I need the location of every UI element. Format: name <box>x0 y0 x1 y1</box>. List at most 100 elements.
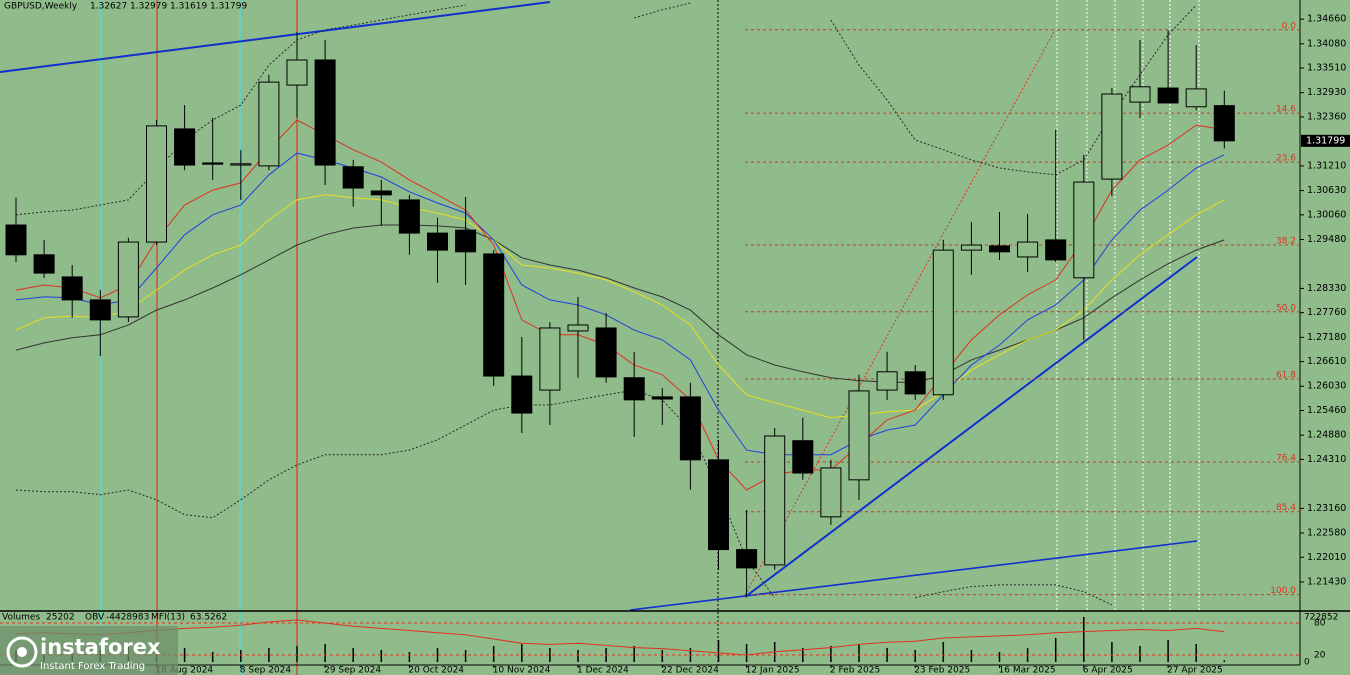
y-tick-label: 1.22580 <box>1307 528 1346 539</box>
mfi-level-label: 80 <box>1314 619 1326 629</box>
candle-body <box>342 166 364 189</box>
candle-body <box>1213 105 1235 142</box>
candle-body <box>595 327 617 378</box>
y-tick-label: 1.26610 <box>1307 356 1346 367</box>
y-tick-label: 1.33510 <box>1307 63 1346 74</box>
mfi-level-label: 20 <box>1314 651 1326 661</box>
candle-body <box>174 128 196 166</box>
watermark-icon <box>17 647 27 657</box>
candle-body <box>61 276 83 301</box>
y-tick-label: 1.32930 <box>1307 87 1346 98</box>
candle-body <box>651 396 673 400</box>
candle-body <box>539 327 561 391</box>
watermark: instaforex Instant Forex Trading <box>0 626 178 675</box>
y-tick-label: 1.25460 <box>1307 405 1346 416</box>
symbol-label: GBPUSD,Weekly <box>4 2 78 12</box>
x-tick-label: 16 Mar 2025 <box>999 666 1056 675</box>
candle-body <box>792 440 814 474</box>
candle-body <box>5 224 27 256</box>
candle-body <box>764 435 786 566</box>
volume-max-label: 722852 <box>1304 613 1338 623</box>
trend-line <box>744 256 1198 598</box>
candle-body <box>230 163 252 166</box>
watermark-tagline: Instant Forex Trading <box>40 661 145 672</box>
fib-label: 76.4 <box>1276 453 1296 463</box>
indicator-line <box>15 4 466 216</box>
trend-line <box>0 1 551 73</box>
fib-label: 61.8 <box>1276 371 1296 381</box>
candle-body <box>146 125 167 243</box>
trend-line <box>629 540 1198 611</box>
fib-label: 23.6 <box>1276 154 1296 164</box>
header-low: 1.31619 <box>170 2 207 12</box>
y-tick-label: 1.21430 <box>1307 576 1346 587</box>
y-tick-label: 1.24880 <box>1307 430 1346 441</box>
y-tick-label: 1.28330 <box>1307 283 1346 294</box>
fib-label: 85.4 <box>1276 503 1296 513</box>
fib-anchor-line <box>744 29 1056 596</box>
candle-body <box>427 232 448 251</box>
y-tick-label: 1.29480 <box>1307 234 1346 245</box>
x-tick-label: 22 Dec 2024 <box>661 666 719 675</box>
x-tick-label: 6 Apr 2025 <box>1083 666 1133 675</box>
indicator-line <box>915 584 1113 606</box>
y-tick-label: 1.27180 <box>1307 332 1346 343</box>
candle-body <box>89 299 111 321</box>
obv-label: OBV <box>85 613 105 623</box>
volume-value: 25202 <box>46 613 75 623</box>
candle-body <box>848 390 870 481</box>
y-tick-label: 1.30060 <box>1307 209 1346 220</box>
indicator-line <box>634 2 691 19</box>
fib-label: 38.2 <box>1276 237 1296 247</box>
y-tick-label: 1.26030 <box>1307 381 1346 392</box>
indicator-line <box>15 119 1225 491</box>
watermark-box <box>0 626 178 675</box>
fib-label: 50.0 <box>1276 303 1296 313</box>
x-tick-label: 18 Aug 2024 <box>156 666 214 675</box>
x-tick-label: 2 Feb 2025 <box>830 666 880 675</box>
candle-body <box>511 375 533 414</box>
mfi-line <box>15 619 1225 656</box>
candle-body <box>1017 241 1039 258</box>
candle-body <box>33 254 55 274</box>
candle-body <box>1045 239 1067 261</box>
obv-value: -4428983 <box>106 613 149 623</box>
candle-body <box>1101 93 1123 180</box>
price-box-label: 1.31799 <box>1306 135 1345 146</box>
indicator-line <box>15 152 1225 456</box>
y-tick-label: 1.22010 <box>1307 552 1346 563</box>
candle-body <box>1157 87 1179 104</box>
candle-body <box>314 59 336 166</box>
candle-body <box>567 324 589 332</box>
fib-label: 14.6 <box>1276 105 1296 115</box>
y-tick-label: 1.30630 <box>1307 185 1346 196</box>
x-tick-label: 27 Apr 2025 <box>1167 666 1223 675</box>
fib-label: 100.0 <box>1270 586 1296 596</box>
candle-body <box>258 81 280 167</box>
candle-body <box>117 241 139 318</box>
y-tick-label: 1.23160 <box>1307 503 1346 514</box>
candle-body <box>623 377 645 401</box>
mfi-label: MFI(13) <box>151 613 185 623</box>
candle-body <box>876 371 898 391</box>
volume-label: Volumes <box>2 613 40 623</box>
header-high: 1.32979 <box>130 2 167 12</box>
x-tick-label: 29 Sep 2024 <box>324 666 381 675</box>
mfi-value: 63.5262 <box>190 613 227 623</box>
candle-body <box>960 244 982 251</box>
candle-body <box>820 467 842 518</box>
candle-body <box>1129 86 1151 103</box>
indicator-line <box>830 4 1197 176</box>
watermark-brand: instaforex <box>40 635 161 659</box>
y-tick-label: 1.24310 <box>1307 454 1346 465</box>
candle-body <box>932 249 954 396</box>
y-tick-label: 1.32360 <box>1307 111 1346 122</box>
y-tick-label: 1.34080 <box>1307 38 1346 49</box>
x-tick-label: 12 Jan 2025 <box>746 666 800 675</box>
indicator-line <box>15 194 1225 419</box>
y-tick-label: 1.27760 <box>1307 307 1346 318</box>
header-close: 1.31799 <box>210 2 247 12</box>
x-tick-label: 20 Oct 2024 <box>408 666 464 675</box>
